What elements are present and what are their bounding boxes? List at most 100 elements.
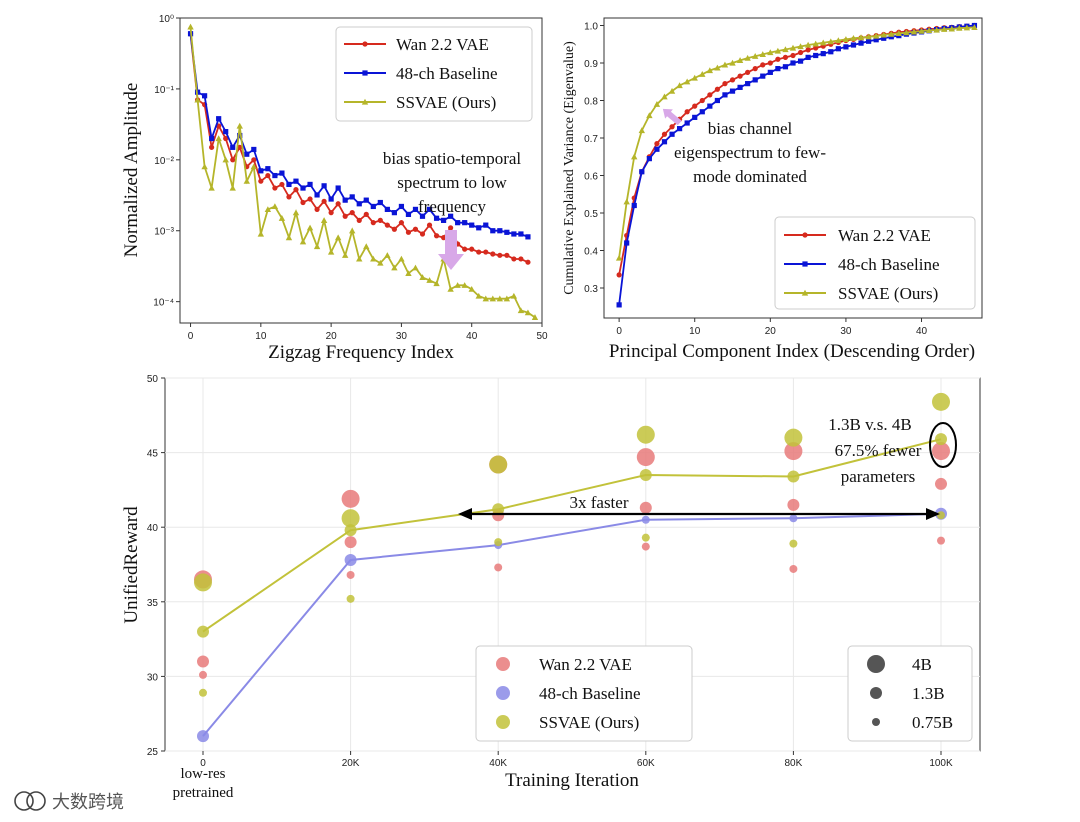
pca-series-point: [813, 45, 819, 51]
spectrum-y-label: Normalized Amplitude: [121, 83, 142, 258]
spectrum-series-point: [222, 156, 229, 163]
reward-y-tick-label: 25: [147, 747, 159, 758]
spectrum-series-point: [320, 217, 328, 223]
pca-series-point: [888, 34, 894, 40]
spectrum-x-label: Zigzag Frequency Index: [268, 342, 454, 363]
reward-bubble: [341, 489, 360, 508]
spectrum-series-point: [433, 233, 440, 239]
spectrum-series-point: [518, 256, 524, 262]
reward-x-tick-label: 40K: [489, 758, 507, 769]
spectrum-legend-box: [335, 26, 533, 122]
spectrum-series-point: [398, 220, 405, 226]
spectrum-series-point: [321, 198, 327, 204]
pca-y-tick-label: 0.8: [584, 97, 598, 108]
pca-series-point: [623, 198, 630, 205]
param-annotation-line-3: parameters: [841, 467, 916, 486]
reward-legend-marker: [496, 686, 510, 700]
speedup-arrow: 3x faster: [458, 493, 940, 520]
reward-x-label: Training Iteration: [505, 770, 639, 791]
spectrum-series-point: [525, 259, 531, 265]
reward-bubble: [935, 433, 947, 446]
pca-series-point: [880, 31, 887, 38]
reward-bubble: [787, 470, 800, 483]
pca-x-tick-label: 30: [840, 326, 852, 337]
spectrum-series-point: [202, 93, 208, 99]
spectrum-series-point: [286, 194, 292, 200]
reward-bubble: [787, 498, 800, 511]
spectrum-series-point: [230, 157, 236, 163]
pca-series-point: [669, 124, 675, 130]
reward-y-tick-label: 30: [147, 672, 159, 683]
speedup-label: 3x faster: [569, 493, 628, 512]
reward-trend-line: [202, 512, 942, 737]
reward-bubble: [641, 515, 650, 524]
pca-legend-label: 48-ch Baseline: [838, 255, 940, 274]
spectrum-series-point: [511, 231, 517, 237]
spectrum-series-line: [189, 26, 536, 319]
pca-series-point: [767, 60, 773, 66]
pca-annotation-line-3: mode dominated: [693, 167, 807, 186]
spectrum-series-point: [524, 309, 532, 316]
spectrum-series-point: [250, 163, 258, 170]
watermark-logo-icon: [14, 791, 34, 811]
spectrum-series-point: [490, 228, 496, 234]
spectrum-series-point: [356, 201, 362, 207]
pca-series-point: [873, 37, 879, 43]
pca-series-point: [895, 30, 903, 36]
spectrum-series-point: [257, 230, 265, 237]
spectrum-series-point: [251, 157, 257, 163]
spectrum-x-tick-label: 30: [396, 331, 408, 342]
first-category-note-line-2: pretrained: [173, 785, 234, 801]
pca-series-point: [760, 62, 766, 68]
spectrum-series-point: [511, 256, 517, 262]
pca-x-label: Principal Component Index (Descending Or…: [609, 341, 975, 362]
reward-bubble: [935, 477, 947, 490]
spectrum-x-tick-label: 20: [326, 331, 338, 342]
spectrum-series-point: [286, 181, 292, 188]
spectrum-series-point: [412, 264, 419, 271]
spectrum-series-point: [279, 181, 285, 188]
spectrum-series-point: [384, 206, 390, 212]
pca-series-point: [744, 54, 751, 61]
spectrum-series-point: [265, 172, 271, 179]
spectrum-series-point: [278, 215, 286, 221]
pca-series-point: [661, 139, 668, 145]
spectrum-series-point: [223, 129, 229, 135]
pca-series-point: [857, 34, 865, 41]
spectrum-series-point: [363, 197, 369, 203]
spectrum-series-point: [468, 285, 475, 292]
reward-legend-label: Wan 2.2 VAE: [539, 655, 632, 674]
pca-y-tick-label: 1.0: [584, 22, 598, 33]
spectrum-series-point: [321, 183, 327, 189]
spectrum-series-point: [476, 249, 482, 255]
spectrum-series-point: [356, 217, 362, 223]
pca-series-point: [729, 59, 736, 66]
reward-x-tick-label: 100K: [929, 758, 953, 769]
reward-bubble: [641, 542, 650, 551]
pca-series-point: [843, 44, 849, 50]
pca-series-point: [729, 88, 736, 94]
pca-series-point: [828, 49, 834, 55]
pca-series-point: [661, 93, 668, 100]
spectrum-y-tick-label: 10⁻²: [154, 156, 174, 167]
spectrum-series-point: [327, 248, 335, 255]
pca-legend-box: [774, 216, 976, 310]
spectrum-legend-marker: [361, 98, 369, 105]
pca-series-point: [835, 37, 842, 44]
pca-series-point: [706, 67, 714, 74]
pca-series-point: [639, 169, 645, 175]
pca-series-point: [722, 81, 728, 87]
reward-bubble: [636, 448, 655, 467]
spectrum-series-point: [384, 222, 390, 228]
pca-series-point: [714, 64, 721, 71]
spectrum-annotation: bias spatio-temporal spectrum to low fre…: [383, 149, 521, 270]
pca-annotation: bias channel eigenspectrum to few- mode …: [662, 108, 826, 186]
pca-series-point: [850, 35, 857, 41]
pca-x-tick-label: 0: [616, 326, 622, 337]
spectrum-series-point: [349, 210, 355, 216]
spectrum-series-point: [412, 206, 419, 212]
reward-legend-label: SSVAE (Ours): [539, 713, 639, 732]
pca-series-point: [699, 71, 706, 77]
spectrum-series-point: [384, 252, 391, 258]
